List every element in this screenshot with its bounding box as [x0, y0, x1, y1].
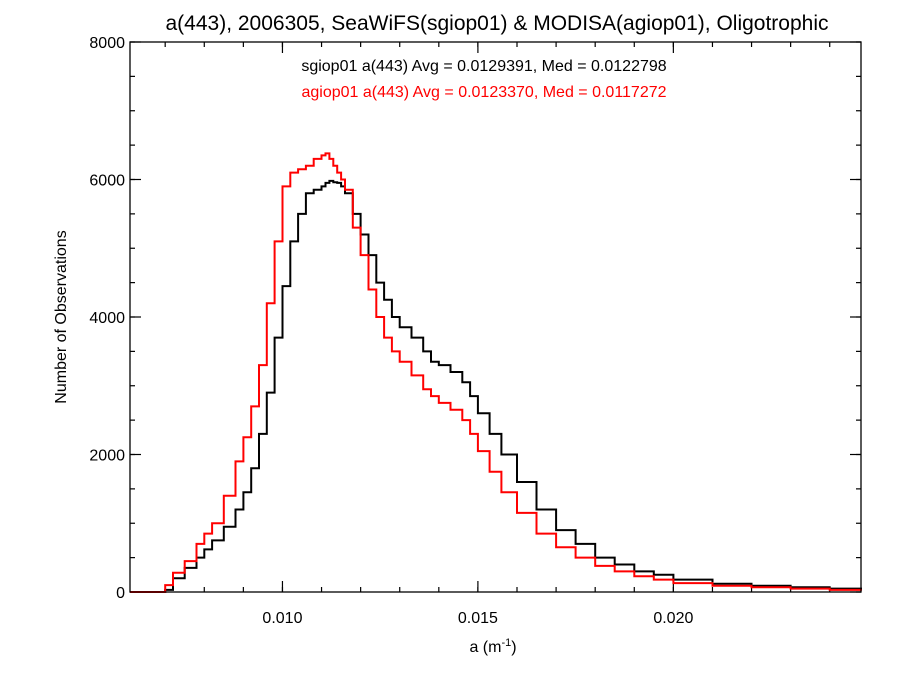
- chart-title: a(443), 2006305, SeaWiFS(sgiop01) & MODI…: [166, 12, 829, 35]
- legend-entry-sgiop01: sgiop01 a(443) Avg = 0.0129391, Med = 0.…: [301, 58, 666, 75]
- tick-labels: 0.010 0.015 0.020 0 2000 4000 6000 8000: [89, 35, 693, 627]
- y-tick-label: 4000: [89, 310, 125, 327]
- y-axis-label: Number of Observations: [53, 230, 70, 403]
- x-axis-label-sup: -1: [501, 637, 511, 649]
- series-agiop01-line: [130, 152, 862, 593]
- x-tick-label: 0.010: [262, 610, 302, 627]
- y-tick-label: 0: [116, 585, 125, 602]
- series-layer: [130, 152, 862, 593]
- series-sgiop01-line: [130, 179, 862, 593]
- legend-entry-agiop01: agiop01 a(443) Avg = 0.0123370, Med = 0.…: [301, 84, 666, 101]
- y-tick-label: 8000: [89, 35, 125, 52]
- x-axis-label-base: a (m: [469, 639, 501, 656]
- x-axis-label-close: ): [511, 639, 516, 656]
- x-axis-label: a (m-1): [469, 637, 516, 656]
- x-tick-label: 0.020: [653, 610, 693, 627]
- x-tick-label: 0.015: [458, 610, 498, 627]
- plot-frame: [129, 41, 862, 593]
- y-tick-label: 6000: [89, 173, 125, 190]
- y-tick-label: 2000: [89, 448, 125, 465]
